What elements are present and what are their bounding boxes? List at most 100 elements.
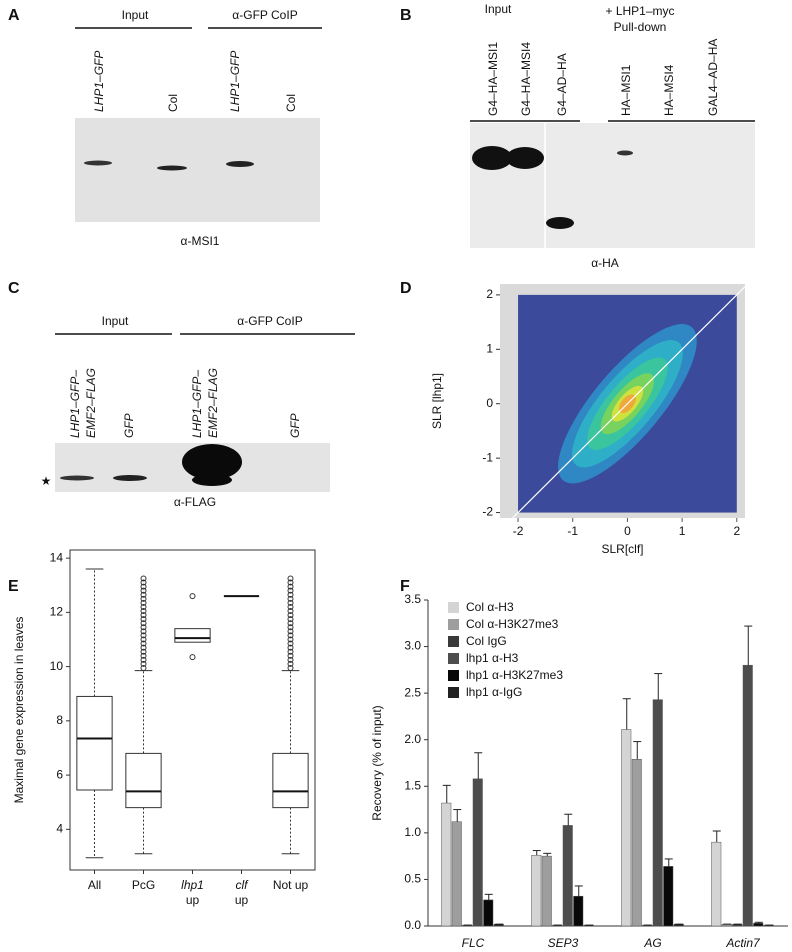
y-tick-label: -2: [482, 505, 493, 519]
lane-label: LHP1–GFP–: [190, 370, 204, 438]
group-label: Input: [122, 8, 149, 22]
bar: [441, 802, 452, 927]
y-tick-label: 0.5: [404, 872, 421, 886]
legend-label: Col IgG: [466, 634, 507, 648]
outlier: [140, 652, 147, 659]
lane-label: HA–MSI4: [662, 64, 676, 116]
panel-label: D: [400, 280, 412, 297]
y-tick-label: 3.5: [404, 592, 421, 606]
outlier: [140, 612, 147, 619]
y-tick-label: 1: [486, 341, 493, 355]
outlier: [287, 656, 294, 663]
band: [546, 217, 574, 229]
outlier: [287, 644, 294, 651]
outlier: [287, 599, 294, 606]
lane-label: LHP1–GFP–: [68, 370, 82, 438]
outlier: [287, 660, 294, 667]
y-tick-label: 10: [50, 659, 64, 673]
legend-label: Col α-H3: [466, 600, 514, 614]
antibody-label: α-HA: [591, 256, 619, 270]
outlier: [140, 644, 147, 651]
x-tick-label: All: [88, 878, 101, 892]
x-tick-label: Not up: [273, 878, 309, 892]
group-label: Input: [485, 2, 512, 16]
lane-label: HA–MSI1: [619, 64, 633, 116]
outlier: [140, 587, 147, 594]
outlier: [140, 579, 147, 586]
outlier: [287, 664, 294, 671]
outlier: [287, 587, 294, 594]
bar: [742, 664, 753, 927]
bar: [483, 899, 494, 927]
outlier: [140, 599, 147, 606]
box: [174, 628, 211, 643]
lane-label: Col: [166, 94, 180, 112]
outlier: [287, 624, 294, 631]
y-tick-label: -1: [482, 450, 493, 464]
x-tick-label: FLC: [462, 936, 485, 950]
outlier: [140, 603, 147, 610]
outlier: [287, 628, 294, 635]
x-tick-label: -2: [513, 524, 524, 538]
lane-label: LHP1–GFP: [228, 51, 242, 112]
outlier: [287, 608, 294, 615]
group-label: α-GFP CoIP: [232, 8, 297, 22]
legend-swatch: [448, 670, 459, 681]
outlier: [140, 640, 147, 647]
outlier: [140, 624, 147, 631]
outlier: [287, 652, 294, 659]
group-label: + LHP1–myc: [605, 4, 674, 18]
y-tick-label: 2.0: [404, 732, 421, 746]
outlier: [140, 628, 147, 635]
legend-swatch: [448, 653, 459, 664]
outlier: [287, 648, 294, 655]
lane-label: GFP: [122, 413, 136, 438]
x-tick-label: Actin7: [725, 936, 761, 950]
y-tick-label: 1.5: [404, 778, 421, 792]
band: [157, 165, 187, 171]
bar: [663, 866, 674, 927]
outlier: [287, 616, 294, 623]
panel-label: B: [400, 7, 412, 24]
lane-label: GAL4–AD–HA: [706, 39, 720, 116]
antibody-label: α-MSI1: [181, 234, 220, 248]
outlier: [140, 660, 147, 667]
group-label: Pull-down: [614, 20, 667, 34]
band: [84, 160, 112, 166]
outlier: [287, 612, 294, 619]
outlier: [287, 595, 294, 602]
outlier: [140, 656, 147, 663]
x-tick-label: 0: [624, 524, 631, 538]
outlier: [140, 616, 147, 623]
identity-line: [512, 286, 746, 519]
bar: [472, 778, 483, 927]
x-tick-label: 2: [733, 524, 740, 538]
outlier: [287, 632, 294, 639]
lane-label: EMF2–FLAG: [206, 368, 220, 438]
bar: [562, 825, 573, 927]
y-tick-label: 8: [56, 713, 63, 727]
lane-label: LHP1–GFP: [92, 51, 106, 112]
marker: ★: [41, 474, 52, 488]
outlier: [287, 583, 294, 590]
group-label: Input: [102, 314, 129, 328]
legend-swatch: [448, 602, 459, 613]
bar: [753, 922, 764, 927]
outlier: [140, 648, 147, 655]
bar: [531, 854, 542, 927]
outlier: [140, 591, 147, 598]
band: [226, 161, 254, 167]
x-tick-label: -1: [567, 524, 578, 538]
outlier: [287, 640, 294, 647]
bar: [711, 841, 722, 927]
band: [472, 146, 512, 170]
y-axis-title: Recovery (% of input): [370, 705, 384, 820]
box: [76, 695, 113, 791]
x-tick-label: up: [235, 893, 249, 907]
y-tick-label: 2.5: [404, 685, 421, 699]
box: [125, 752, 162, 809]
y-axis-title: Maximal gene expression in leaves: [12, 617, 26, 804]
lane-label: Col: [284, 94, 298, 112]
outlier: [140, 636, 147, 643]
